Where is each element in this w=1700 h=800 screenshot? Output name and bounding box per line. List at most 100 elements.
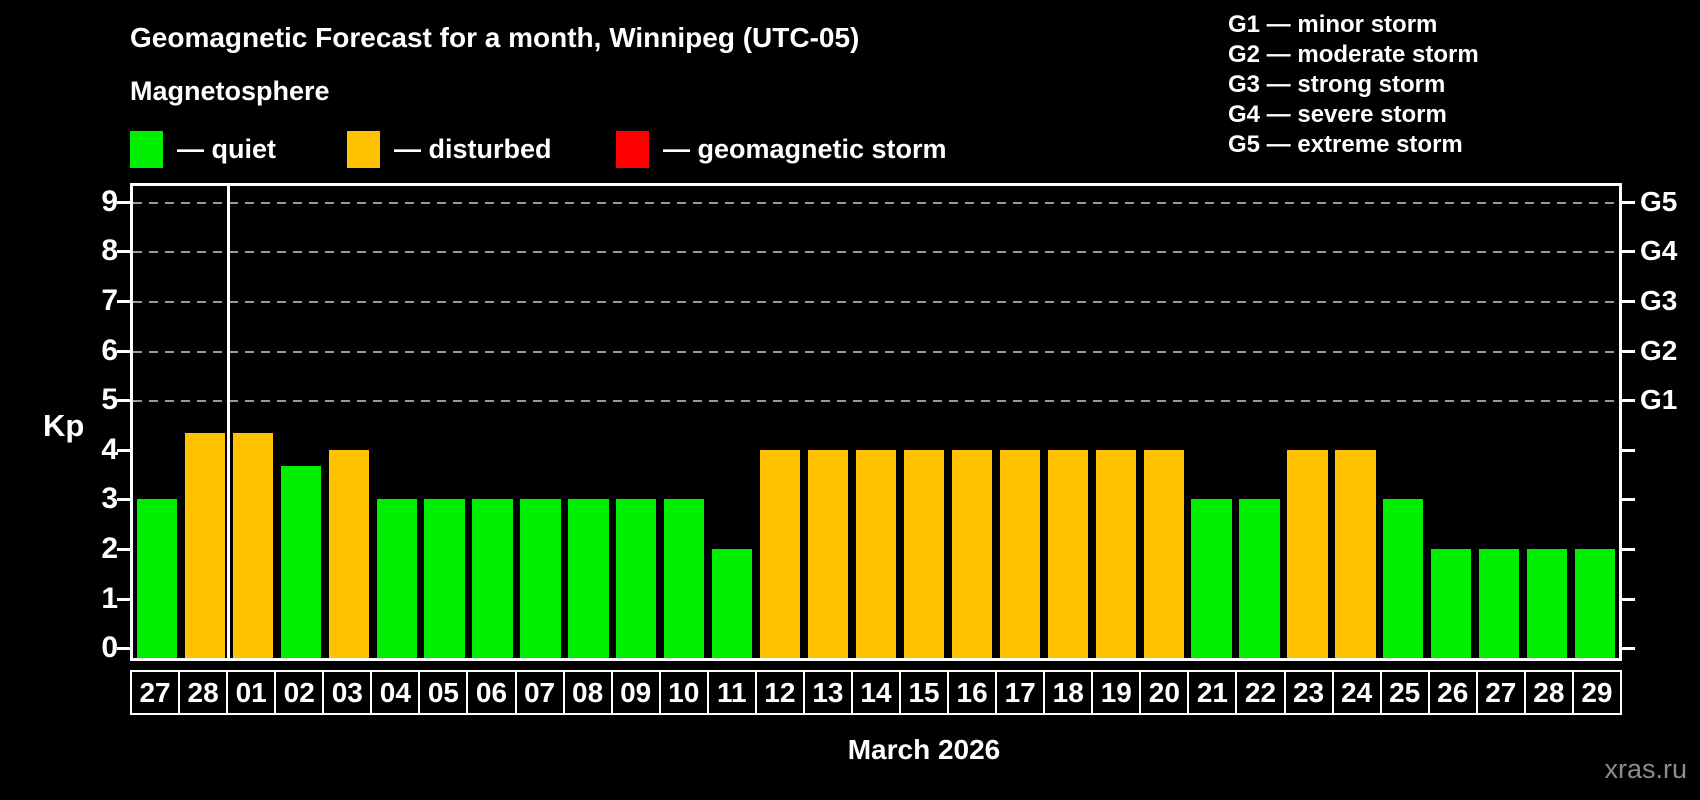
- bar-slot: [181, 186, 229, 658]
- bar-slot: [1044, 186, 1092, 658]
- grid-line-kp9: [133, 201, 1619, 204]
- bar-slot: [1236, 186, 1284, 658]
- month-separator-line: [227, 186, 231, 658]
- date-cell-22: 22: [1235, 670, 1286, 715]
- y-tick-label-9: 9: [101, 184, 118, 218]
- kp-bar-27: [136, 499, 178, 658]
- storm-swatch: [616, 130, 649, 168]
- legend-label: — disturbed: [394, 133, 552, 164]
- date-cell-17: 17: [995, 670, 1046, 715]
- storm-scale-legend-line: G4 — severe storm: [1228, 101, 1447, 128]
- bar-slot: [1188, 186, 1236, 658]
- right-axis-tick: [1622, 300, 1635, 304]
- left-axis-tick: [117, 597, 130, 601]
- date-cell-25: 25: [1379, 670, 1430, 715]
- kp-bar-13: [807, 449, 849, 658]
- date-cell-27: 27: [1475, 670, 1526, 715]
- bars-container: [133, 186, 1619, 658]
- bar-slot: [373, 186, 421, 658]
- kp-bar-17: [999, 449, 1040, 658]
- kp-bar-07: [520, 499, 561, 658]
- bar-slot: [612, 186, 660, 658]
- g-scale-label-g5: G5: [1640, 185, 1678, 217]
- date-cell-10: 10: [658, 670, 709, 715]
- date-cell-28: 28: [1523, 670, 1574, 715]
- kp-bar-20: [1143, 449, 1184, 658]
- bar-slot: [996, 186, 1044, 658]
- grid-line-kp6: [133, 350, 1619, 353]
- date-cell-24: 24: [1331, 670, 1382, 715]
- kp-bar-09: [616, 499, 657, 658]
- date-cell-26: 26: [1427, 670, 1478, 715]
- date-cell-20: 20: [1139, 670, 1190, 715]
- date-cell-01: 01: [226, 670, 277, 715]
- y-tick-label-3: 3: [101, 482, 118, 516]
- bar-slot: [325, 186, 373, 658]
- kp-bar-28: [184, 433, 226, 658]
- left-axis-tick: [117, 647, 130, 651]
- kp-bar-24: [1335, 449, 1376, 658]
- kp-bar-11: [712, 548, 753, 658]
- right-axis-tick: [1622, 349, 1635, 353]
- bar-slot: [1475, 186, 1523, 658]
- y-tick-label-2: 2: [101, 531, 118, 565]
- date-cell-04: 04: [370, 670, 421, 715]
- left-axis-tick: [117, 448, 130, 452]
- date-cell-11: 11: [706, 670, 757, 715]
- bar-slot: [708, 186, 756, 658]
- grid-line-kp8: [133, 251, 1619, 254]
- kp-bar-27: [1479, 548, 1520, 658]
- bar-slot: [517, 186, 565, 658]
- kp-bar-21: [1191, 499, 1232, 658]
- bar-slot: [1379, 186, 1427, 658]
- y-tick-label-4: 4: [101, 432, 118, 466]
- kp-bar-06: [472, 499, 513, 658]
- y-tick-label-6: 6: [101, 333, 118, 367]
- y-tick-label-8: 8: [101, 234, 118, 268]
- y-tick-label-7: 7: [101, 284, 118, 318]
- bar-slot: [1331, 186, 1379, 658]
- x-axis-date-row: 27 28 01 02 03 04 05 06 07 08 09 10 11 12 13 14 15 16 17 18…: [130, 670, 1622, 715]
- right-axis-tick: [1622, 200, 1635, 204]
- legend-item-quiet: — quiet: [130, 130, 276, 168]
- g-scale-label-g2: G2: [1640, 334, 1678, 366]
- kp-bar-18: [1047, 449, 1088, 658]
- left-axis-tick: [117, 349, 130, 353]
- kp-bar-19: [1095, 449, 1136, 658]
- bar-slot: [948, 186, 996, 658]
- plot-area: [117, 183, 1635, 661]
- g-scale-label-g1: G1: [1640, 384, 1678, 416]
- y-axis-label: Kp: [43, 408, 85, 443]
- storm-scale-legend-line: G2 — moderate storm: [1228, 41, 1479, 68]
- bar-slot: [660, 186, 708, 658]
- kp-bar-16: [951, 449, 993, 658]
- bar-slot: [852, 186, 900, 658]
- chart-title: Geomagnetic Forecast for a month, Winnip…: [130, 22, 860, 53]
- date-cell-03: 03: [322, 670, 373, 715]
- date-cell-12: 12: [754, 670, 805, 715]
- left-axis-tick: [117, 200, 130, 204]
- date-cell-15: 15: [899, 670, 950, 715]
- left-axis-tick: [117, 399, 130, 403]
- kp-bar-25: [1383, 499, 1424, 658]
- date-cell-07: 07: [514, 670, 565, 715]
- right-axis-tick: [1622, 250, 1635, 254]
- right-axis-labels: G5 G4 G3 G2 G1: [1640, 186, 1700, 658]
- y-tick-label-5: 5: [101, 383, 118, 417]
- date-cell-16: 16: [947, 670, 998, 715]
- bar-slot: [1571, 186, 1619, 658]
- bar-slot: [229, 186, 277, 658]
- bar-slot: [804, 186, 852, 658]
- kp-bar-15: [903, 449, 945, 658]
- right-axis-tick: [1622, 448, 1635, 452]
- storm-scale-legend-line: G1 — minor storm: [1228, 11, 1438, 38]
- kp-bar-23: [1287, 449, 1328, 658]
- g-scale-label-g3: G3: [1640, 285, 1678, 317]
- chart-subtitle: Magnetosphere: [130, 76, 330, 106]
- left-axis-tick: [117, 300, 130, 304]
- date-cell-19: 19: [1091, 670, 1142, 715]
- kp-bar-14: [855, 449, 897, 658]
- date-cell-18: 18: [1043, 670, 1094, 715]
- disturbed-swatch: [347, 130, 380, 168]
- quiet-swatch: [130, 130, 163, 168]
